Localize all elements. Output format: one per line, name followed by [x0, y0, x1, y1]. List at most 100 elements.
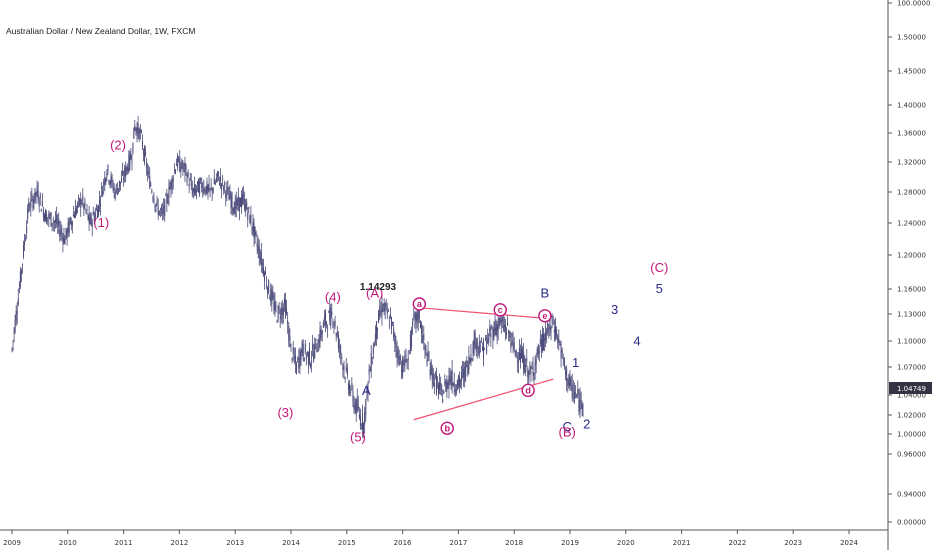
price-tick-label: 1.13000: [897, 311, 926, 319]
candle-body: [16, 311, 18, 314]
candle-body: [231, 193, 233, 208]
candle-body: [453, 381, 455, 388]
candle-body: [221, 183, 223, 190]
candle-body: [540, 339, 542, 352]
price-tick-label: 1.10000: [897, 338, 926, 346]
candle-body: [243, 194, 245, 196]
circle-label-ring: [412, 297, 427, 311]
candle-body: [373, 343, 375, 347]
price-tick-label: 0.94000: [897, 491, 926, 499]
candle-body: [446, 382, 448, 392]
candle-body: [472, 342, 474, 355]
price-tick-label: 1.36000: [897, 130, 926, 138]
candle-body: [65, 227, 67, 236]
candle-body: [46, 213, 48, 224]
candle-body: [355, 399, 357, 416]
candle-body: [272, 295, 274, 298]
candle-body: [387, 311, 389, 312]
candle-body: [501, 317, 503, 323]
candle-body: [530, 371, 532, 374]
candle-body: [92, 211, 94, 216]
candle-body: [217, 171, 219, 176]
candle-body: [307, 352, 309, 365]
candle-body: [573, 391, 575, 399]
candle-body: [402, 359, 404, 377]
candle-body: [347, 383, 349, 390]
time-tick-label: 2021: [673, 539, 691, 547]
candle-body: [44, 210, 46, 222]
candle-body: [176, 163, 178, 166]
candle-body: [478, 342, 480, 355]
candle-body: [227, 187, 229, 189]
candle-body: [192, 188, 194, 192]
candle-body: [504, 325, 506, 332]
candle-body: [484, 349, 486, 351]
candle-body: [19, 271, 21, 287]
candle-body: [375, 321, 377, 339]
candle-body: [248, 207, 250, 210]
candle-body: [296, 364, 298, 374]
candle-body: [208, 183, 210, 192]
candle-body: [542, 333, 544, 351]
candle-body: [315, 338, 317, 341]
candle-body: [299, 350, 301, 366]
candle-body: [434, 372, 436, 375]
wave-label: C: [563, 419, 572, 434]
wave-label: (1): [93, 215, 109, 230]
candle-body: [327, 328, 329, 330]
candle-body: [128, 155, 130, 172]
candle-body: [158, 210, 160, 215]
candle-body: [319, 328, 321, 344]
candle-body: [235, 198, 237, 209]
time-axis[interactable]: 2009 2010 2011 2012 2013 2014 2015 2016 2017 2018…: [0, 529, 888, 547]
candle-body: [390, 317, 392, 330]
candle-body: [294, 355, 296, 363]
candle-body: [18, 288, 20, 291]
candle-body: [247, 212, 249, 220]
candle-body: [339, 347, 341, 349]
candle-body: [15, 310, 17, 321]
candle-body: [395, 343, 397, 348]
wave-label: (B): [559, 425, 576, 440]
candle-body: [533, 372, 535, 377]
candle-body: [498, 317, 500, 327]
wave-label: (C): [650, 260, 668, 275]
price-tick-label: 1.28000: [897, 189, 926, 197]
candle-body: [283, 298, 285, 305]
candle-body: [502, 326, 504, 330]
candles-group: [11, 115, 584, 438]
candle-body: [350, 391, 352, 393]
candle-body: [229, 190, 231, 199]
candle-body: [139, 129, 141, 133]
candle-body: [568, 374, 570, 388]
candle-body: [17, 298, 19, 305]
candle-body: [384, 302, 386, 312]
candle-body: [536, 348, 538, 355]
candle-body: [42, 209, 44, 218]
candle-body: [209, 188, 211, 190]
candle-body: [67, 222, 69, 234]
candle-body: [337, 334, 339, 349]
candle-body: [28, 201, 30, 209]
circle-label-ring: [538, 309, 552, 323]
candle-body: [560, 343, 562, 359]
candle-body: [578, 399, 580, 412]
candle-body: [287, 320, 289, 324]
circle-label-ring: [521, 383, 535, 398]
candle-body: [492, 328, 494, 341]
price-tick-label: 1.04000: [897, 392, 926, 400]
candle-body: [117, 188, 119, 190]
candle-body: [138, 128, 140, 140]
candle-body: [496, 323, 498, 335]
candle-body: [405, 354, 407, 363]
candle-body: [321, 330, 323, 335]
candle-body: [473, 340, 475, 353]
price-axis[interactable]: 1.50000 1.45000 1.40000 1.36000 1.32000 1.280…: [887, 0, 932, 550]
candle-body: [105, 178, 107, 183]
candle-body: [447, 383, 449, 385]
candle-body: [457, 376, 459, 386]
candle-body: [328, 311, 330, 313]
candle-body: [122, 171, 124, 174]
candle-body: [314, 344, 316, 358]
